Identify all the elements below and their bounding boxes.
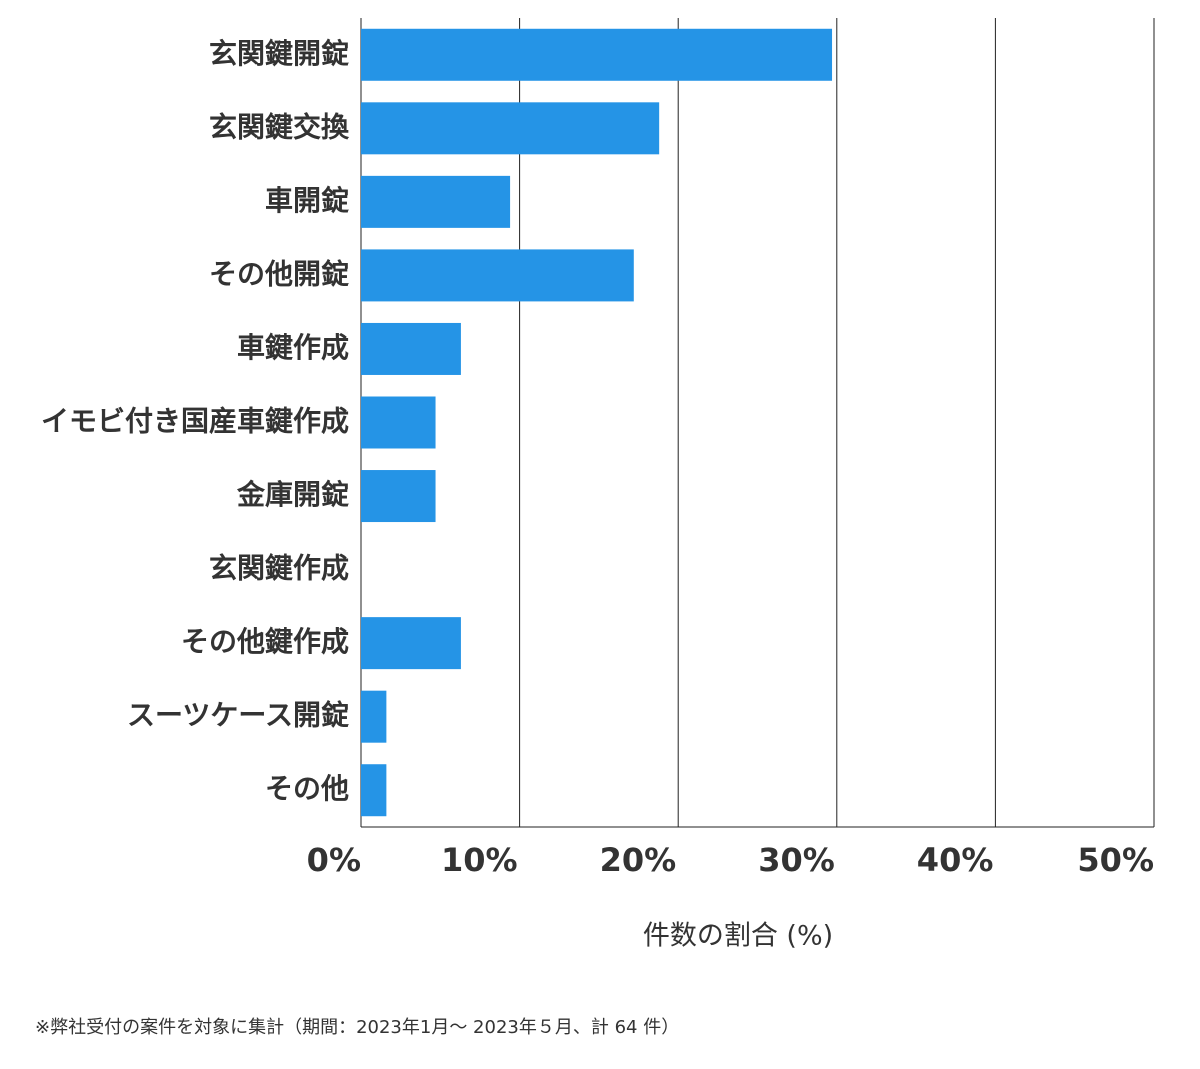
x-tick-label: 40% [917, 841, 994, 879]
bar [361, 396, 436, 449]
x-tick-label: 30% [758, 841, 835, 879]
y-tick-label: 玄関鍵交換 [209, 110, 350, 143]
x-tick-label: 20% [600, 841, 677, 879]
y-tick-label: スーツケース開錠 [127, 699, 349, 732]
y-tick-label: 玄関鍵開錠 [209, 37, 349, 70]
bar [361, 249, 634, 302]
x-axis-label: 件数の割合 (%) [643, 921, 833, 952]
bar [361, 175, 511, 228]
y-tick-label: 金庫開錠 [236, 478, 349, 511]
x-tick-label: 0% [307, 841, 361, 879]
bar [361, 28, 833, 81]
y-tick-label: 車開錠 [265, 184, 349, 217]
y-tick-label: その他 [265, 772, 349, 805]
bar [361, 322, 461, 375]
y-tick-label: 車鍵作成 [237, 331, 349, 364]
x-tick-label: 50% [1077, 841, 1154, 879]
bar [361, 690, 387, 743]
bar [361, 617, 461, 670]
y-tick-label: その他鍵作成 [181, 625, 349, 658]
y-tick-label: 玄関鍵作成 [209, 552, 349, 585]
footnote: ※弊社受付の案件を対象に集計（期間：2023年1月～ 2023年５月、計 64 … [35, 1017, 679, 1038]
bar [361, 764, 387, 817]
y-tick-label: イモビ付き国産車鍵作成 [41, 405, 349, 438]
bar [361, 102, 660, 155]
x-tick-label: 10% [441, 841, 518, 879]
y-tick-label: その他開錠 [209, 257, 349, 290]
bar [361, 470, 436, 523]
